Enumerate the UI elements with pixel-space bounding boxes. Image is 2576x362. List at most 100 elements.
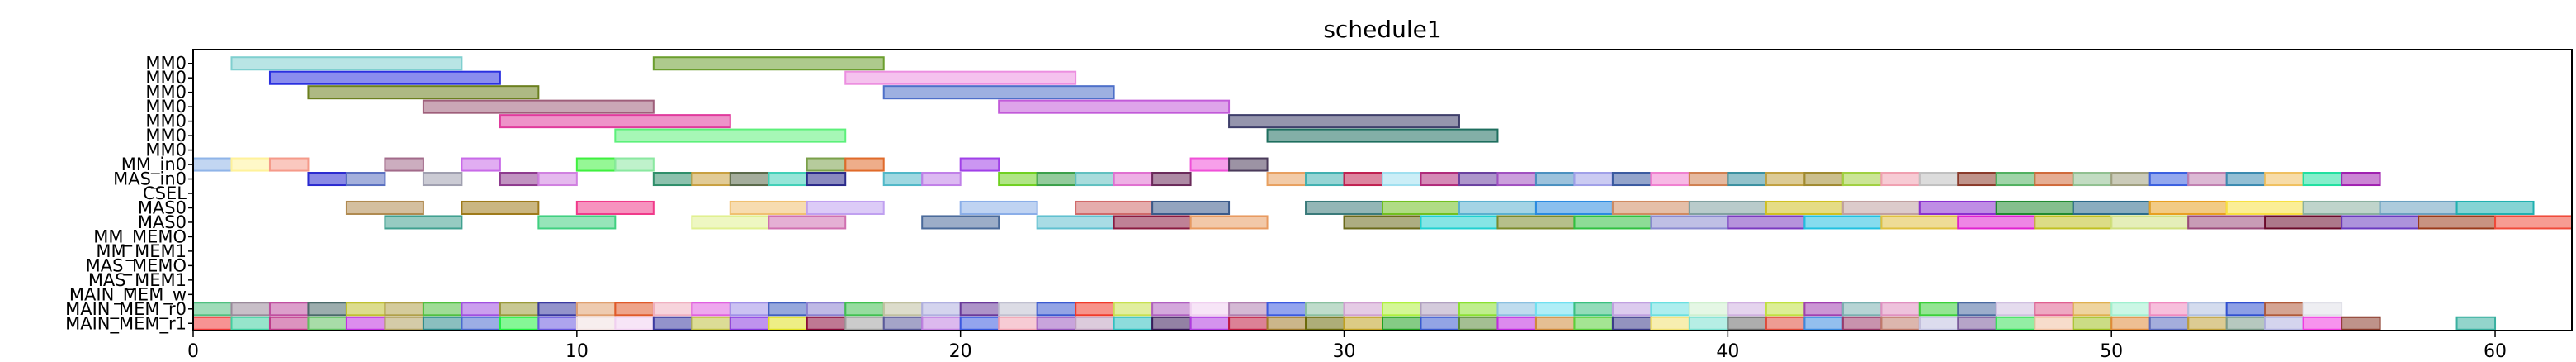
task-bar: [1690, 302, 1728, 315]
task-bar: [1651, 302, 1689, 315]
task-bar: [1574, 173, 1612, 185]
task-bar: [692, 216, 768, 228]
task-bar: [768, 317, 806, 330]
task-bar: [1075, 173, 1113, 185]
task-bar: [1843, 317, 1881, 330]
task-bar: [1268, 317, 1306, 330]
task-bar: [2035, 317, 2073, 330]
task-bar: [884, 317, 922, 330]
task-bar: [1920, 173, 1958, 185]
task-bar: [1420, 302, 1458, 315]
task-bar: [1191, 216, 1268, 228]
task-bar: [2111, 317, 2149, 330]
task-bar: [231, 159, 269, 171]
task-bar: [768, 216, 845, 228]
task-bar: [423, 101, 654, 113]
task-bar: [1728, 317, 1765, 330]
task-bar: [1651, 173, 1689, 185]
task-bar: [1766, 202, 1843, 214]
task-bar: [1229, 115, 1459, 127]
task-bar: [461, 202, 538, 214]
task-bar: [807, 202, 884, 214]
task-bar: [231, 302, 269, 315]
task-bar: [1420, 216, 1497, 228]
task-bar: [1191, 317, 1229, 330]
task-bar: [615, 159, 653, 171]
task-bar: [2150, 317, 2188, 330]
task-bar: [2227, 173, 2265, 185]
task-bar: [1997, 173, 2035, 185]
task-bar: [1345, 173, 1383, 185]
task-bar: [615, 302, 653, 315]
task-bar: [884, 173, 922, 185]
task-bar: [845, 72, 1075, 84]
task-bar: [1804, 216, 1881, 228]
task-bar: [999, 317, 1037, 330]
task-bar: [1881, 216, 1958, 228]
task-bar: [1383, 302, 1420, 315]
task-bar: [1114, 216, 1191, 228]
task-bar: [1114, 317, 1152, 330]
task-bar: [2418, 216, 2495, 228]
task-bar: [654, 173, 692, 185]
task-bar: [1152, 202, 1229, 214]
task-bar: [807, 317, 845, 330]
task-bar: [961, 302, 999, 315]
task-bar: [2227, 302, 2265, 315]
task-bar: [2457, 202, 2534, 214]
task-bar: [1958, 173, 1996, 185]
task-bar: [1536, 317, 1574, 330]
task-bar: [500, 302, 538, 315]
task-bar: [807, 159, 845, 171]
x-axis-ticks: 0 10 20 30 40 50 60: [187, 331, 2507, 362]
task-bar: [730, 317, 768, 330]
task-bar: [423, 317, 461, 330]
task-bar: [1843, 302, 1881, 315]
task-bar: [2073, 173, 2111, 185]
task-bar: [615, 317, 653, 330]
task-bar: [2073, 202, 2150, 214]
task-bar: [347, 302, 385, 315]
task-bar: [500, 317, 538, 330]
task-bar: [999, 302, 1037, 315]
task-bar: [1306, 173, 1344, 185]
task-bar: [461, 317, 499, 330]
task-bar: [1191, 302, 1229, 315]
task-bar: [807, 302, 845, 315]
x-tick-label: 40: [1716, 341, 1739, 362]
task-bar: [1345, 216, 1421, 228]
task-bar: [1037, 216, 1114, 228]
task-bar: [1997, 317, 2035, 330]
task-bar: [1920, 317, 1958, 330]
task-bar: [1997, 202, 2073, 214]
task-bar: [1420, 317, 1458, 330]
task-bar: [654, 317, 692, 330]
task-bar: [1497, 216, 1574, 228]
task-bar: [1268, 173, 1306, 185]
task-bar: [2150, 173, 2188, 185]
task-bar: [1306, 317, 1344, 330]
task-bar: [2111, 302, 2149, 315]
task-bar: [884, 302, 922, 315]
task-bar: [538, 317, 576, 330]
task-bar: [1459, 202, 1536, 214]
x-tick-label: 0: [187, 341, 199, 362]
task-bar: [2265, 173, 2303, 185]
task-bar: [922, 173, 960, 185]
x-tick-label: 60: [2484, 341, 2507, 362]
task-bar: [2227, 317, 2265, 330]
task-bar: [2457, 317, 2495, 330]
task-bar: [2304, 173, 2342, 185]
task-bar: [2188, 302, 2226, 315]
task-bar: [1152, 173, 1190, 185]
task-bar: [1651, 317, 1689, 330]
task-bar: [1114, 302, 1152, 315]
task-bar: [961, 317, 999, 330]
task-bar: [999, 173, 1037, 185]
task-bar: [1075, 302, 1113, 315]
task-bar: [1728, 302, 1765, 315]
task-bar: [2111, 216, 2188, 228]
task-bar: [961, 159, 999, 171]
task-bar: [1345, 302, 1383, 315]
task-bar: [500, 115, 730, 127]
